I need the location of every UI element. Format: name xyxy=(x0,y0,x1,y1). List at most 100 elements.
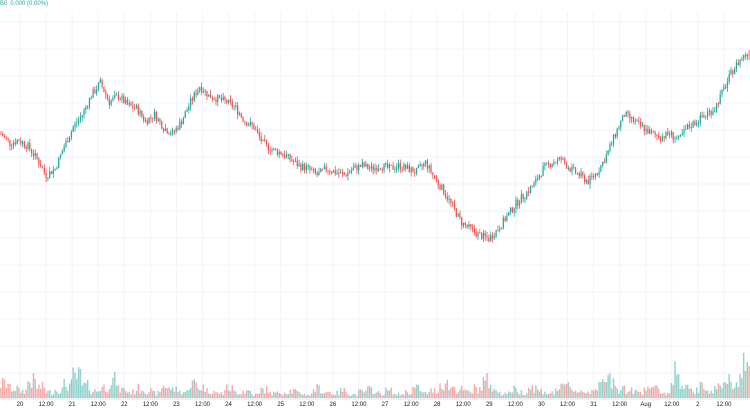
candle-body xyxy=(132,105,134,109)
volume-bar xyxy=(395,395,398,398)
volume-bar xyxy=(126,392,129,398)
candle-body xyxy=(130,103,132,106)
candle-body xyxy=(468,224,470,227)
volume-bar xyxy=(312,389,315,398)
candle-body xyxy=(526,191,528,198)
candle-body xyxy=(285,155,288,158)
candle-body xyxy=(426,160,429,169)
volume-bar xyxy=(672,384,674,398)
candle-body xyxy=(744,54,747,57)
volume-bar xyxy=(356,395,358,398)
volume-bar xyxy=(412,386,414,398)
candle-body xyxy=(222,96,224,101)
volume-bar xyxy=(67,390,69,398)
candle-body xyxy=(336,172,338,174)
candle-body xyxy=(65,140,67,147)
candle-body xyxy=(406,165,409,169)
volume-bar xyxy=(397,392,400,398)
candle-body xyxy=(302,163,304,170)
volume-bar xyxy=(491,391,494,398)
volume-bar xyxy=(170,389,172,398)
candle-body xyxy=(598,171,600,175)
volume-bar xyxy=(504,392,506,398)
volume-bar xyxy=(444,383,447,398)
candle-body xyxy=(323,166,326,169)
candle-body xyxy=(325,166,327,171)
volume-bar xyxy=(564,384,566,398)
volume-bar xyxy=(76,378,78,398)
candle-body xyxy=(585,179,588,182)
candle-body xyxy=(77,119,80,123)
volume-bar xyxy=(211,393,214,398)
volume-bar xyxy=(115,385,118,398)
volume-bar xyxy=(589,394,591,398)
volume-bar xyxy=(650,387,653,398)
volume-bar xyxy=(681,385,683,398)
volume-bar xyxy=(255,393,257,398)
candle-body xyxy=(265,140,268,144)
candle-body xyxy=(106,94,109,99)
candle-body xyxy=(251,122,253,126)
volume-bar xyxy=(350,395,353,398)
candle-body xyxy=(83,109,85,116)
candle-body xyxy=(470,224,472,227)
candle-body xyxy=(242,117,244,122)
volume-bar xyxy=(392,394,394,398)
candle-body xyxy=(191,98,194,101)
candle-body xyxy=(7,138,9,141)
candle-body xyxy=(549,163,551,168)
volume-bar xyxy=(670,383,673,398)
volume-bar xyxy=(269,391,271,398)
volume-bar xyxy=(612,378,615,398)
volume-bar xyxy=(659,393,662,398)
volume-bar xyxy=(368,385,371,398)
candle-body xyxy=(717,103,720,105)
volume-bar xyxy=(179,390,181,398)
candle-body xyxy=(728,74,730,82)
candle-body xyxy=(287,154,289,156)
volume-bar xyxy=(374,393,376,398)
volume-bar xyxy=(332,394,335,398)
volume-bar xyxy=(690,388,692,398)
candle-body xyxy=(87,106,89,108)
candle-body xyxy=(25,146,27,149)
candle-body xyxy=(383,163,385,171)
candle-body xyxy=(227,99,230,103)
candle-body xyxy=(571,166,573,172)
volume-bar xyxy=(30,387,33,398)
candle-body xyxy=(423,163,425,167)
candle-body xyxy=(464,222,466,225)
volume-bar xyxy=(358,389,360,398)
volume-bar xyxy=(370,387,373,398)
candle-body xyxy=(103,86,105,92)
candle-body xyxy=(193,92,195,101)
volume-bar xyxy=(529,389,532,398)
candle-body xyxy=(602,161,604,166)
volume-bar xyxy=(442,390,445,398)
candle-body xyxy=(32,153,35,156)
volume-bar xyxy=(531,385,533,398)
candle-body xyxy=(553,162,555,165)
volume-bar xyxy=(625,394,627,398)
volume-bar xyxy=(130,394,132,398)
candle-body xyxy=(540,175,542,177)
candle-body xyxy=(654,132,656,135)
volume-bar xyxy=(377,391,380,398)
candle-body xyxy=(146,120,148,124)
volume-bar xyxy=(97,391,100,398)
candle-body xyxy=(531,186,533,188)
volume-bar xyxy=(522,394,524,398)
volume-bar xyxy=(592,390,595,398)
candle-body xyxy=(307,165,309,167)
candle-body xyxy=(12,142,15,146)
candle-body xyxy=(694,121,696,125)
volume-bar xyxy=(112,377,114,398)
candle-body xyxy=(74,123,76,128)
volume-bar xyxy=(348,395,351,398)
volume-bar xyxy=(65,386,67,398)
volume-bar xyxy=(719,385,721,398)
candle-body xyxy=(475,232,477,237)
volume-bar xyxy=(318,385,320,398)
candle-body xyxy=(372,165,374,171)
